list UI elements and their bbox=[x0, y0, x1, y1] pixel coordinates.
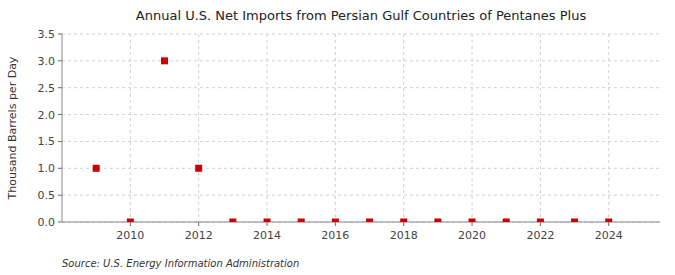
y-tick-label: 3.5 bbox=[38, 28, 56, 41]
point bbox=[93, 165, 100, 172]
point bbox=[127, 219, 134, 223]
y-axis-line bbox=[62, 34, 63, 222]
point bbox=[571, 219, 578, 223]
y-tick bbox=[58, 222, 62, 223]
y-grid-line bbox=[62, 168, 660, 169]
y-tick-label: 1.0 bbox=[38, 162, 56, 175]
x-tick bbox=[335, 222, 336, 226]
y-tick-label: 0.5 bbox=[38, 189, 56, 202]
x-tick bbox=[472, 222, 473, 226]
data-points bbox=[93, 57, 613, 222]
y-grid-line bbox=[62, 195, 660, 196]
x-grid-line bbox=[130, 34, 131, 222]
x-tick-label: 2018 bbox=[390, 229, 418, 242]
x-grid-line bbox=[540, 34, 541, 222]
y-tick-label: 3.0 bbox=[38, 55, 56, 68]
x-tick-label: 2020 bbox=[458, 229, 486, 242]
y-tick bbox=[58, 60, 62, 61]
point bbox=[366, 219, 373, 223]
y-tick-label: 0.0 bbox=[38, 216, 56, 229]
x-grid-line bbox=[472, 34, 473, 222]
source-note: Source: U.S. Energy Information Administ… bbox=[62, 258, 299, 269]
x-grid-line bbox=[198, 34, 199, 222]
x-grid-line bbox=[335, 34, 336, 222]
x-tick bbox=[198, 222, 199, 226]
point bbox=[195, 165, 202, 172]
y-grid-line bbox=[62, 222, 660, 223]
point bbox=[161, 57, 168, 64]
y-grid-line bbox=[62, 34, 660, 35]
y-grid-line bbox=[62, 87, 660, 88]
x-tick-label: 2014 bbox=[253, 229, 281, 242]
x-tick bbox=[540, 222, 541, 226]
grid bbox=[62, 34, 660, 222]
x-tick-label: 2012 bbox=[185, 229, 213, 242]
y-tick bbox=[58, 87, 62, 88]
point bbox=[469, 219, 476, 223]
point bbox=[434, 219, 441, 223]
title: Annual U.S. Net Imports from Persian Gul… bbox=[136, 8, 587, 23]
y-tick-label: 2.0 bbox=[38, 109, 56, 122]
x-grid-line bbox=[608, 34, 609, 222]
y-tick bbox=[58, 195, 62, 196]
x-tick bbox=[608, 222, 609, 226]
x-grid-line bbox=[267, 34, 268, 222]
point bbox=[400, 219, 407, 223]
chart: Annual U.S. Net Imports from Persian Gul… bbox=[0, 0, 675, 275]
point bbox=[605, 219, 612, 223]
x-axis-line bbox=[62, 222, 660, 223]
y-tick bbox=[58, 114, 62, 115]
x-tick-label: 2022 bbox=[526, 229, 554, 242]
x-tick-label: 2010 bbox=[116, 229, 144, 242]
y-tick bbox=[58, 168, 62, 169]
point bbox=[229, 219, 236, 223]
y-grid-line bbox=[62, 60, 660, 61]
y-axis-label: Thousand Barrels per Day bbox=[6, 56, 19, 200]
point bbox=[537, 219, 544, 223]
point bbox=[503, 219, 510, 223]
y-grid-line bbox=[62, 114, 660, 115]
axes: 0.0 0.5 1.0 1.5 2.0 2.5 3.0 3.5 2010 2012 2014 2016… bbox=[38, 28, 661, 242]
point bbox=[264, 219, 271, 223]
x-grid-line bbox=[403, 34, 404, 222]
x-tick bbox=[403, 222, 404, 226]
y-tick-label: 2.5 bbox=[38, 82, 56, 95]
y-tick-label: 1.5 bbox=[38, 135, 56, 148]
x-tick-label: 2016 bbox=[321, 229, 349, 242]
point bbox=[332, 219, 339, 223]
x-tick bbox=[130, 222, 131, 226]
point bbox=[298, 219, 305, 223]
y-grid-line bbox=[62, 141, 660, 142]
y-tick bbox=[58, 141, 62, 142]
x-tick bbox=[267, 222, 268, 226]
x-tick-label: 2024 bbox=[595, 229, 623, 242]
y-tick bbox=[58, 34, 62, 35]
